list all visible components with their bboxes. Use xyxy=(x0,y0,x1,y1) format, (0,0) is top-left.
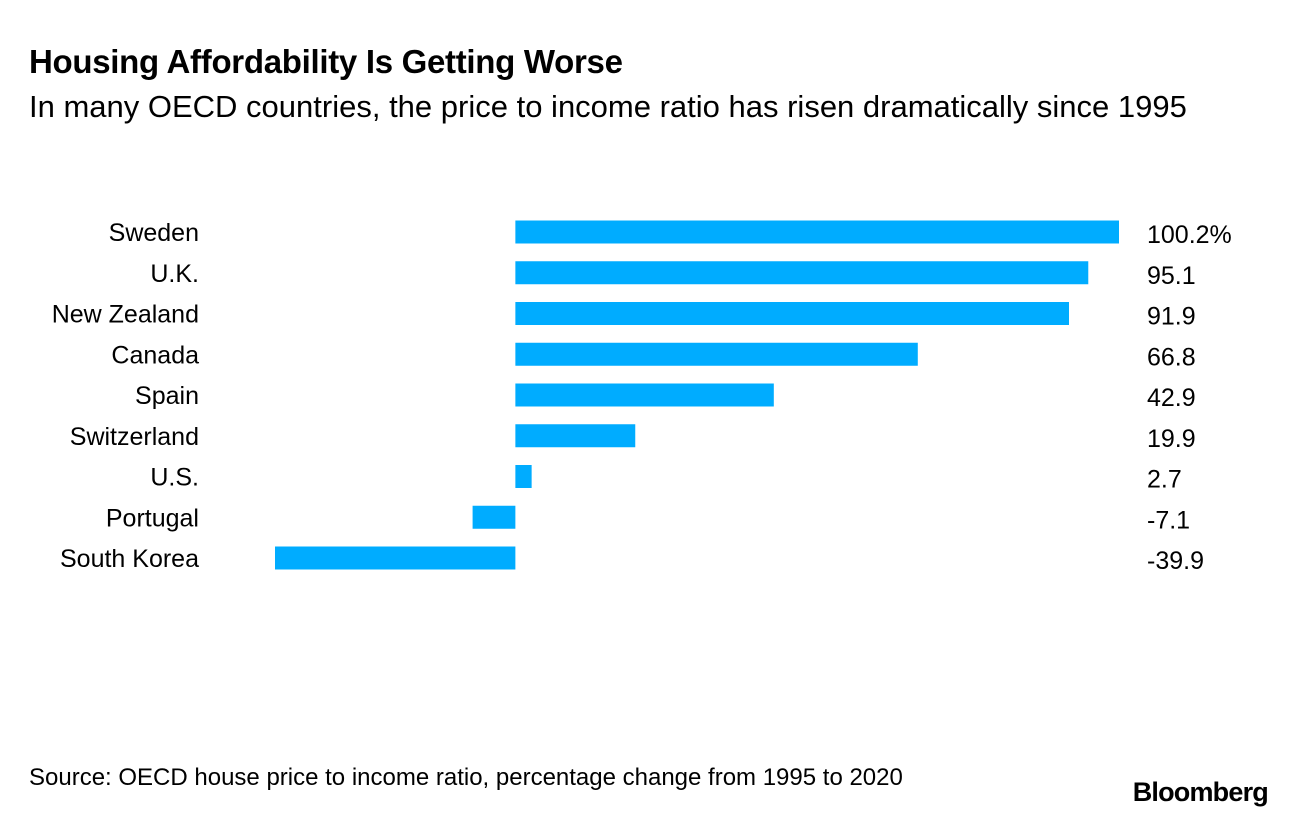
category-label: Spain xyxy=(135,382,199,410)
value-label: -7.1 xyxy=(1147,506,1190,534)
value-label: 91.9 xyxy=(1147,303,1196,331)
category-label: Portugal xyxy=(106,504,199,532)
category-label: U.S. xyxy=(150,464,199,492)
source-note: Source: OECD house price to income ratio… xyxy=(29,764,903,791)
value-label: 19.9 xyxy=(1147,425,1196,453)
category-label: Sweden xyxy=(109,219,199,247)
bar xyxy=(275,546,516,570)
value-label: -39.9 xyxy=(1147,547,1204,575)
value-label: 95.1 xyxy=(1147,262,1196,290)
category-label: U.K. xyxy=(150,260,199,288)
bar xyxy=(515,383,774,407)
bar xyxy=(515,342,918,366)
bloomberg-logo: Bloomberg xyxy=(1132,777,1269,807)
bar xyxy=(472,505,516,529)
value-label: 42.9 xyxy=(1147,384,1196,412)
bar xyxy=(515,302,1069,325)
category-label: South Korea xyxy=(60,545,199,573)
chart-subtitle: In many OECD countries, the price to inc… xyxy=(29,89,1187,124)
category-label: Switzerland xyxy=(70,423,199,451)
value-label: 66.8 xyxy=(1147,343,1196,371)
category-label: New Zealand xyxy=(52,301,199,329)
bar xyxy=(515,465,532,488)
value-label: 2.7 xyxy=(1147,466,1182,494)
bar xyxy=(515,424,636,448)
category-label: Canada xyxy=(111,341,199,369)
bar xyxy=(515,261,1089,285)
chart-title: Housing Affordability Is Getting Worse xyxy=(29,43,623,80)
bar xyxy=(515,220,1119,244)
value-label: 100.2% xyxy=(1147,221,1232,249)
